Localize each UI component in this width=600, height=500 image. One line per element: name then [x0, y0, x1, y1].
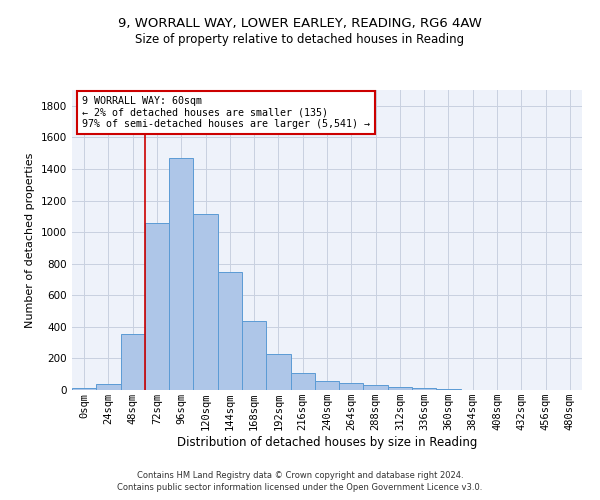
- X-axis label: Distribution of detached houses by size in Reading: Distribution of detached houses by size …: [177, 436, 477, 449]
- Bar: [290, 372, 315, 390]
- Text: Size of property relative to detached houses in Reading: Size of property relative to detached ho…: [136, 32, 464, 46]
- Bar: [339, 382, 364, 390]
- Bar: [315, 382, 339, 390]
- Bar: [364, 386, 388, 390]
- Text: Contains HM Land Registry data © Crown copyright and database right 2024.
Contai: Contains HM Land Registry data © Crown c…: [118, 471, 482, 492]
- Bar: [388, 386, 412, 390]
- Bar: [121, 334, 145, 390]
- Bar: [218, 272, 242, 390]
- Bar: [145, 222, 169, 390]
- Bar: [436, 389, 461, 390]
- Bar: [412, 388, 436, 390]
- Bar: [266, 354, 290, 390]
- Text: 9 WORRALL WAY: 60sqm
← 2% of detached houses are smaller (135)
97% of semi-detac: 9 WORRALL WAY: 60sqm ← 2% of detached ho…: [82, 96, 370, 129]
- Y-axis label: Number of detached properties: Number of detached properties: [25, 152, 35, 328]
- Bar: [242, 321, 266, 390]
- Bar: [169, 158, 193, 390]
- Bar: [96, 384, 121, 390]
- Bar: [193, 214, 218, 390]
- Text: 9, WORRALL WAY, LOWER EARLEY, READING, RG6 4AW: 9, WORRALL WAY, LOWER EARLEY, READING, R…: [118, 18, 482, 30]
- Bar: [72, 388, 96, 390]
